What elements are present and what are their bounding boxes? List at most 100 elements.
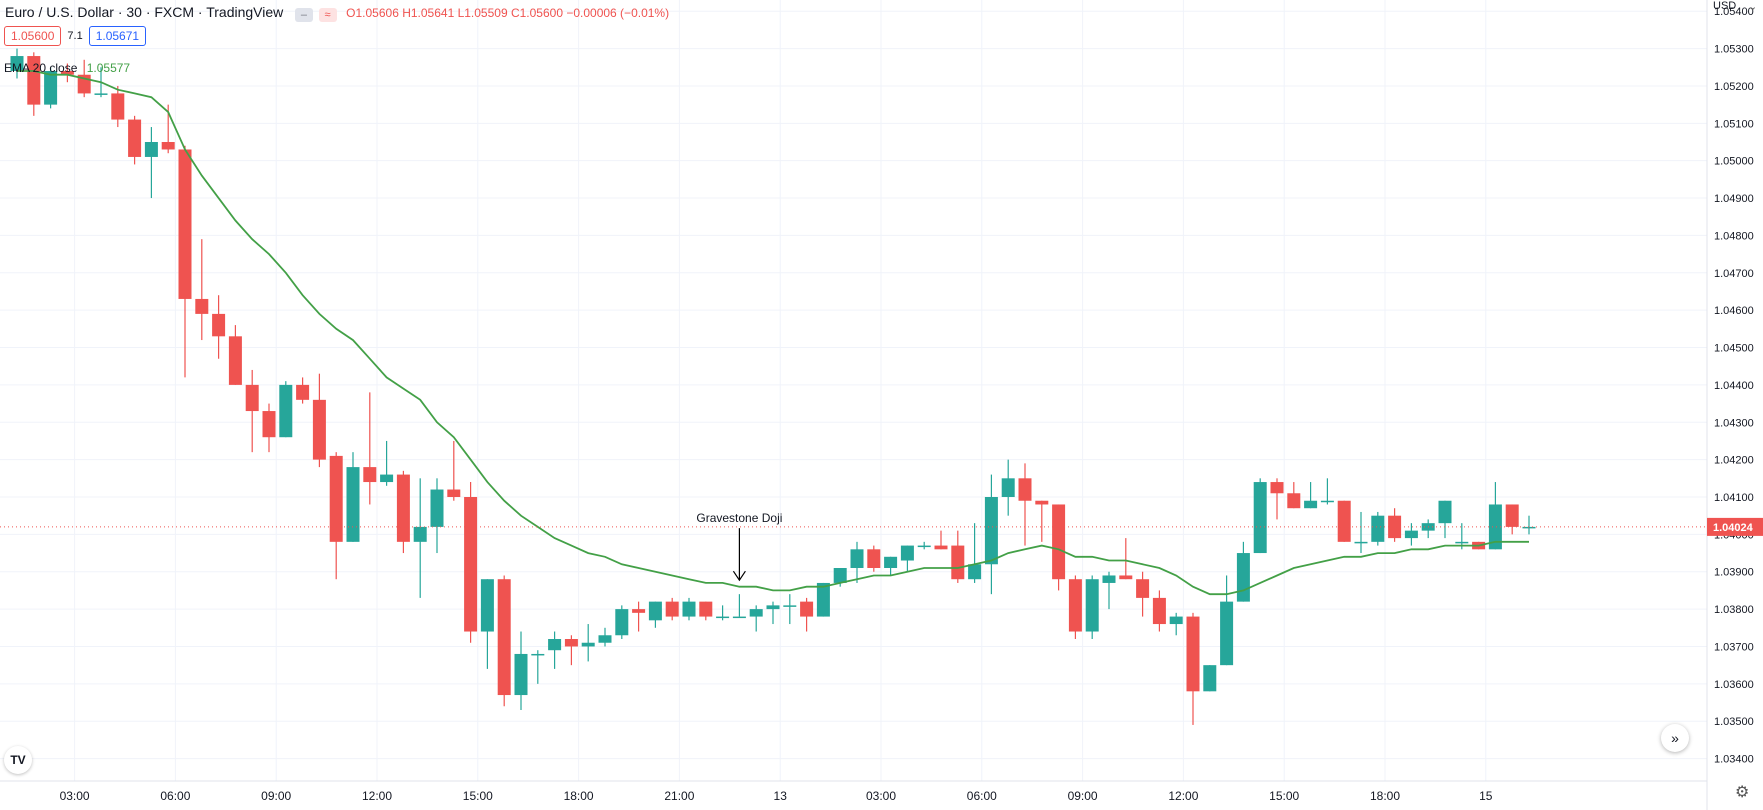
candle-body[interactable] <box>195 298 209 314</box>
tradingview-logo-icon[interactable]: TV <box>4 746 32 774</box>
candle-body[interactable] <box>1371 515 1385 542</box>
candle-body[interactable] <box>816 582 830 617</box>
candle-body[interactable] <box>228 336 242 385</box>
candle-body[interactable] <box>1152 597 1166 625</box>
candle-body[interactable] <box>968 564 982 580</box>
candle-body[interactable] <box>1068 579 1082 632</box>
gear-icon[interactable]: ⚙ <box>1735 784 1750 801</box>
ema-legend[interactable]: EMA 20 close 1.05577 <box>4 61 130 75</box>
candle-body[interactable] <box>984 497 998 565</box>
candle-body[interactable] <box>296 384 310 400</box>
candle-body[interactable] <box>111 93 125 120</box>
candle-body[interactable] <box>1320 500 1334 503</box>
candle-body[interactable] <box>1522 526 1536 529</box>
candle-body[interactable] <box>279 384 293 438</box>
candle-body[interactable] <box>262 411 276 438</box>
candle-body[interactable] <box>128 119 142 157</box>
sell-price-button[interactable]: 1.05600 <box>4 26 62 46</box>
candle-body[interactable] <box>800 601 814 617</box>
candle-body[interactable] <box>531 653 545 656</box>
candle-body[interactable] <box>1001 478 1015 497</box>
candle-body[interactable] <box>60 71 74 75</box>
candle-body[interactable] <box>833 568 847 583</box>
symbol-title[interactable]: Euro / U.S. Dollar · 30 · FXCM · Trading… <box>5 4 284 20</box>
candle-body[interactable] <box>1337 500 1351 542</box>
compare-toggle[interactable]: – ≈ <box>294 6 337 22</box>
candle-body[interactable] <box>44 71 58 105</box>
chevron-down-icon[interactable]: ⌄ <box>1748 1 1758 13</box>
candle-body[interactable] <box>632 609 646 613</box>
buy-price-button[interactable]: 1.05671 <box>88 26 147 46</box>
candle-body[interactable] <box>329 455 343 542</box>
candle-body[interactable] <box>312 399 326 460</box>
candle-body[interactable] <box>951 545 965 580</box>
candle-body[interactable] <box>564 639 578 647</box>
candle-body[interactable] <box>648 601 662 621</box>
candle-body[interactable] <box>430 489 444 527</box>
candle-body[interactable] <box>1287 493 1301 509</box>
candle-body[interactable] <box>1186 616 1200 692</box>
candle-body[interactable] <box>682 601 696 617</box>
candle-body[interactable] <box>1270 482 1284 494</box>
hide-icon[interactable]: – <box>294 7 313 22</box>
candle-body[interactable] <box>94 93 108 95</box>
candle-body[interactable] <box>1253 482 1267 554</box>
candle-body[interactable] <box>144 142 158 157</box>
candle-body[interactable] <box>917 545 931 548</box>
candle-body[interactable] <box>1220 601 1234 666</box>
candle-body[interactable] <box>850 549 864 568</box>
candle-body[interactable] <box>1304 500 1318 509</box>
currency-label[interactable]: USD <box>1713 0 1737 12</box>
candle-body[interactable] <box>1203 665 1217 692</box>
candle-body[interactable] <box>1085 579 1099 632</box>
candle-body[interactable] <box>396 474 410 542</box>
candle-body[interactable] <box>1455 541 1469 544</box>
candle-body[interactable] <box>212 313 226 337</box>
candle-body[interactable] <box>699 601 713 617</box>
candle-body[interactable] <box>346 467 360 542</box>
candle-body[interactable] <box>581 642 595 647</box>
candle-body[interactable] <box>514 653 528 696</box>
wave-icon[interactable]: ≈ <box>318 7 337 22</box>
candle-body[interactable] <box>1136 579 1150 598</box>
candle-body[interactable] <box>1505 504 1519 527</box>
candle-body[interactable] <box>1488 504 1502 550</box>
candle-body[interactable] <box>497 579 511 696</box>
candle-body[interactable] <box>380 474 394 483</box>
candle-body[interactable] <box>1354 541 1368 544</box>
candle-body[interactable] <box>548 639 562 651</box>
candle-body[interactable] <box>447 489 461 497</box>
candle-body[interactable] <box>783 605 797 607</box>
candle-body[interactable] <box>1052 504 1066 580</box>
candle-body[interactable] <box>245 384 259 412</box>
candle-body[interactable] <box>178 149 192 299</box>
candle-body[interactable] <box>1035 500 1049 505</box>
candle-body[interactable] <box>749 609 763 617</box>
candle-body[interactable] <box>665 601 679 617</box>
candle-body[interactable] <box>464 497 478 632</box>
candle-body[interactable] <box>1102 575 1116 583</box>
ema-line[interactable] <box>17 70 1529 596</box>
candle-body[interactable] <box>363 467 377 483</box>
candle-body[interactable] <box>900 545 914 561</box>
candle-body[interactable] <box>1404 530 1418 539</box>
candle-body[interactable] <box>27 56 41 105</box>
candle-body[interactable] <box>1438 500 1452 524</box>
candle-body[interactable] <box>884 556 898 568</box>
candle-body[interactable] <box>934 545 948 550</box>
candle-body[interactable] <box>1388 515 1402 539</box>
candle-body[interactable] <box>598 635 612 643</box>
candle-body[interactable] <box>1119 575 1133 580</box>
candle-body[interactable] <box>413 526 427 542</box>
candle-body[interactable] <box>1236 553 1250 602</box>
candle-body[interactable] <box>766 605 780 610</box>
candle-body[interactable] <box>615 609 629 636</box>
candle-body[interactable] <box>867 549 881 568</box>
candle-body[interactable] <box>161 142 175 150</box>
candle-body[interactable] <box>1018 478 1032 501</box>
candle-body[interactable] <box>480 579 494 632</box>
candle-body[interactable] <box>1169 616 1183 625</box>
candle-body[interactable] <box>716 616 730 619</box>
scroll-to-realtime-button[interactable]: » <box>1661 724 1689 752</box>
